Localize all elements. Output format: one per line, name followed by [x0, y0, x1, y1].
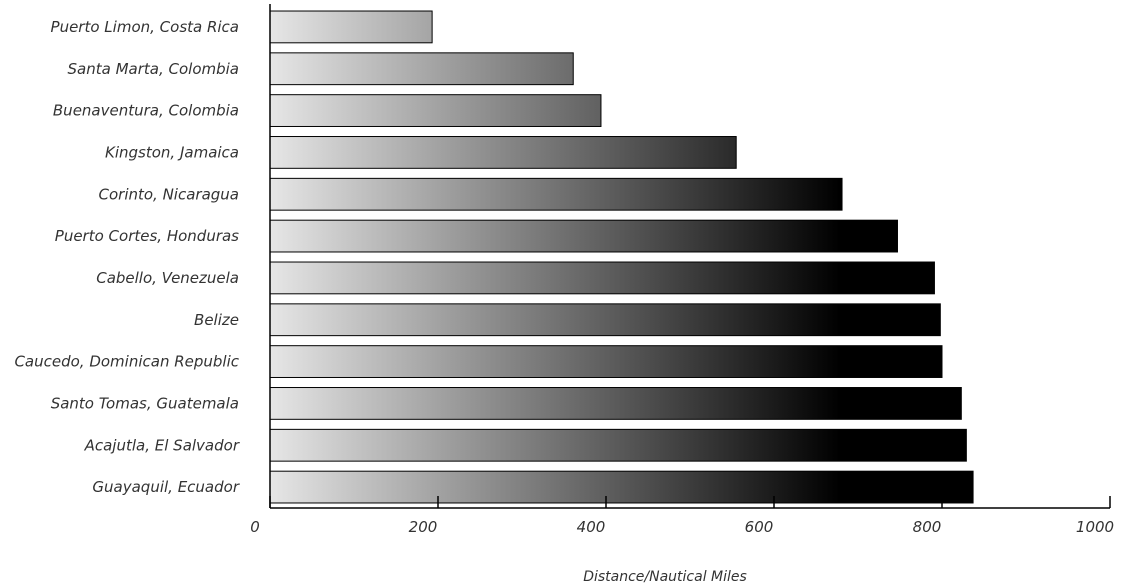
- category-label: Santa Marta, Colombia: [68, 60, 239, 78]
- bars-layer: [269, 10, 974, 504]
- bar-buenaventura-colombia: [269, 94, 602, 127]
- bar-caucedo-dominican-republic: [269, 345, 943, 378]
- x-tick-label: 400: [577, 518, 606, 536]
- bar-guayaquil-ecuador: [269, 470, 974, 504]
- x-axis-title: Distance/Nautical Miles: [583, 569, 747, 585]
- category-label: Guayaquil, Ecuador: [92, 478, 239, 496]
- x-tick-label: 1000: [1076, 518, 1114, 536]
- x-axis-ticks: 0 200 400 600 800 1000: [250, 496, 1114, 536]
- x-tick-label: 200: [409, 518, 438, 536]
- category-labels: Puerto Limon, Costa Rica Santa Marta, Col…: [14, 18, 239, 496]
- x-tick-label: 600: [745, 518, 774, 536]
- category-label: Buenaventura, Colombia: [53, 102, 239, 120]
- bar-santa-marta-colombia: [269, 52, 574, 86]
- category-label: Puerto Cortes, Honduras: [55, 227, 239, 245]
- category-label: Santo Tomas, Guatemala: [51, 394, 239, 412]
- bar-corinto-nicaragua: [269, 177, 843, 211]
- bar-puerto-cortes-honduras: [269, 219, 898, 253]
- category-label: Acajutla, El Salvador: [84, 436, 240, 454]
- bar-belize: [269, 303, 941, 337]
- category-label: Belize: [194, 311, 239, 329]
- bar-puerto-limon-costa-rica: [269, 10, 433, 44]
- category-label: Puerto Limon, Costa Rica: [51, 18, 239, 36]
- category-label: Corinto, Nicaragua: [99, 185, 240, 203]
- bar-acajutla-el-salvador: [269, 428, 967, 462]
- category-label: Kingston, Jamaica: [105, 143, 239, 161]
- x-tick-label: 0: [250, 518, 260, 536]
- category-label: Cabello, Venezuela: [96, 269, 239, 287]
- bar-cabello-venezuela: [269, 261, 935, 295]
- bar-kingston-jamaica: [269, 136, 737, 169]
- bar-santo-tomas-guatemala: [269, 387, 962, 420]
- category-label: Caucedo, Dominican Republic: [14, 353, 239, 371]
- x-tick-label: 800: [913, 518, 942, 536]
